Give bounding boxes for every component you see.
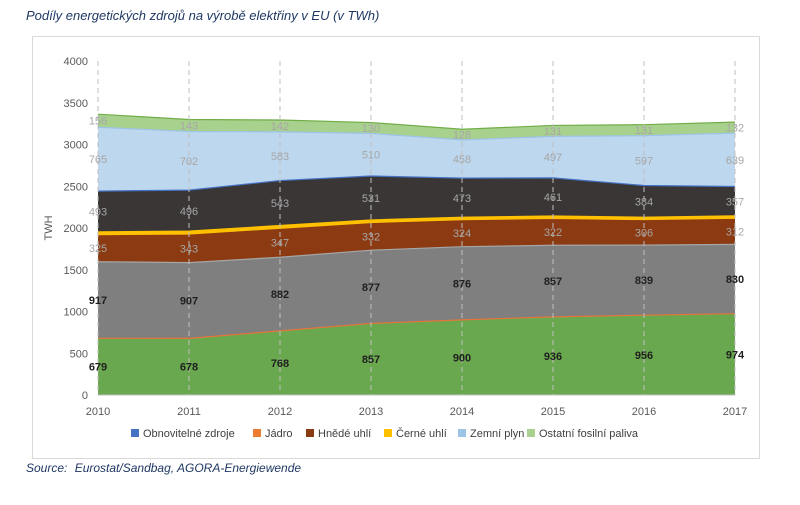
x-tick-label: 2015 — [541, 406, 565, 418]
data-label: 830 — [726, 274, 744, 286]
legend-swatch — [306, 429, 314, 437]
data-label: 900 — [453, 352, 471, 364]
data-label: 132 — [726, 123, 744, 135]
data-label: 765 — [89, 154, 107, 166]
data-label: 128 — [453, 130, 471, 142]
data-label: 857 — [362, 354, 380, 366]
data-label: 461 — [544, 192, 562, 204]
data-label: 639 — [726, 155, 744, 167]
y-axis-label: TWH — [43, 215, 55, 240]
area-edge-2 — [97, 217, 736, 236]
y-tick-label: 1500 — [64, 265, 88, 277]
data-label: 496 — [180, 206, 198, 218]
data-label: 306 — [635, 227, 653, 239]
data-label: 702 — [180, 156, 198, 168]
data-label: 347 — [271, 238, 289, 250]
data-label: 956 — [635, 350, 653, 362]
y-tick-label: 3000 — [64, 140, 88, 152]
x-tick-label: 2011 — [177, 406, 201, 418]
legend-entry: Jádro — [265, 428, 293, 440]
data-label: 131 — [635, 125, 653, 137]
area-series-5 — [98, 127, 735, 192]
data-label: 473 — [453, 193, 471, 205]
x-tick-label: 2010 — [86, 406, 110, 418]
y-tick-label: 0 — [82, 390, 88, 402]
data-label: 857 — [544, 276, 562, 288]
y-tick-label: 500 — [70, 348, 88, 360]
data-label: 357 — [726, 196, 744, 208]
data-label: 679 — [89, 362, 107, 374]
area-series-0 — [98, 313, 735, 395]
y-tick-label: 4000 — [64, 56, 88, 68]
data-label: 384 — [635, 197, 653, 209]
chart-title: Podíly energetických zdrojů na výrobě el… — [26, 8, 380, 23]
legend-swatch — [384, 429, 392, 437]
data-label: 768 — [271, 358, 289, 370]
legend-swatch — [458, 429, 466, 437]
data-label: 143 — [180, 121, 198, 133]
legend-entry: Zemní plyn — [470, 428, 524, 440]
data-label: 325 — [89, 243, 107, 255]
source-label: Source: — [26, 461, 68, 475]
x-tick-label: 2016 — [632, 406, 656, 418]
data-label: 877 — [362, 282, 380, 294]
legend-swatch — [253, 429, 261, 437]
data-label: 678 — [180, 362, 198, 374]
data-label: 343 — [180, 243, 198, 255]
data-label: 597 — [635, 156, 653, 168]
data-label: 312 — [726, 226, 744, 238]
data-label: 510 — [362, 150, 380, 162]
data-label: 876 — [453, 278, 471, 290]
area-series-1 — [98, 244, 735, 339]
data-label: 458 — [453, 154, 471, 166]
area-edge-1 — [97, 243, 736, 264]
legend-entry: Hnědé uhlí — [318, 428, 371, 440]
data-label: 917 — [89, 295, 107, 307]
legend-entry: Ostatní fosilní paliva — [539, 428, 639, 440]
data-label: 322 — [544, 227, 562, 239]
area-edge-3 — [97, 215, 736, 234]
source-text: Eurostat/Sandbag, AGORA-Energiewende — [74, 461, 302, 475]
legend-swatch — [131, 429, 139, 437]
y-tick-label: 1000 — [64, 307, 88, 319]
data-label: 936 — [544, 351, 562, 363]
area-edge-0 — [97, 313, 736, 339]
area-series-2 — [98, 218, 735, 263]
area-series-4 — [98, 175, 735, 233]
data-label: 142 — [271, 121, 289, 133]
x-tick-label: 2017 — [723, 406, 747, 418]
data-label: 974 — [726, 349, 745, 361]
legend-swatch — [527, 429, 535, 437]
x-tick-label: 2013 — [359, 406, 383, 418]
y-tick-label: 2000 — [64, 223, 88, 235]
data-label: 907 — [180, 296, 198, 308]
data-label: 332 — [362, 231, 380, 243]
area-edge-4 — [97, 175, 736, 192]
data-label: 130 — [362, 123, 380, 135]
y-tick-label: 3500 — [64, 98, 88, 110]
x-tick-label: 2012 — [268, 406, 292, 418]
data-label: 493 — [89, 207, 107, 219]
data-label: 131 — [544, 126, 562, 138]
data-label: 882 — [271, 289, 289, 301]
x-tick-label: 2014 — [450, 406, 474, 418]
data-label: 324 — [453, 228, 471, 240]
legend-entry: Obnovitelné zdroje — [143, 428, 235, 440]
legend-entry: Černé uhlí — [396, 427, 447, 440]
data-label: 497 — [544, 152, 562, 164]
data-label: 156 — [89, 116, 107, 128]
data-label: 531 — [362, 193, 380, 205]
area-series-6 — [98, 114, 735, 140]
area-edge-6 — [97, 113, 736, 130]
data-label: 543 — [271, 198, 289, 210]
y-tick-label: 2500 — [64, 181, 88, 193]
area-edge-5 — [97, 126, 736, 141]
source-note: Source: Eurostat/Sandbag, AGORA-Energiew… — [26, 461, 305, 475]
data-label: 583 — [271, 151, 289, 163]
data-label: 839 — [635, 275, 653, 287]
